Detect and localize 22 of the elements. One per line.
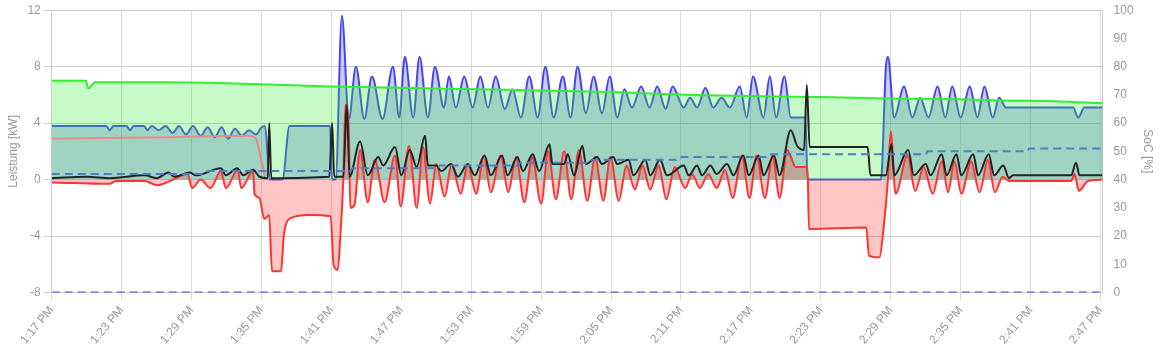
y2-tick-label: 100 [1113, 2, 1134, 17]
y2-axis-title: SoC [%] [1141, 129, 1156, 174]
y2-tick-label: 80 [1113, 58, 1128, 73]
y2-tick-label: 30 [1113, 200, 1128, 215]
y-tick-label: 8 [34, 58, 42, 73]
y2-tick-label: 90 [1113, 30, 1128, 45]
y-tick-label: -4 [30, 228, 42, 243]
y2-tick-label: 40 [1113, 171, 1128, 186]
x-tick-label: 2:11 PM [646, 303, 686, 346]
y-tick-label: 0 [34, 171, 42, 186]
line-series [51, 134, 266, 178]
y2-tick-label: 50 [1113, 143, 1128, 158]
y-tick-label: -8 [30, 284, 42, 299]
y2-tick-label: 0 [1113, 284, 1121, 299]
y-tick-label: 4 [34, 115, 42, 130]
y-tick-label: 12 [27, 2, 42, 17]
y2-tick-label: 20 [1113, 228, 1128, 243]
y-axis-title: Leistung [kW] [5, 115, 20, 188]
y2-tick-label: 10 [1113, 256, 1128, 271]
y2-tick-label: 70 [1113, 87, 1128, 102]
line-series [51, 147, 1103, 175]
y2-tick-label: 60 [1113, 115, 1128, 130]
